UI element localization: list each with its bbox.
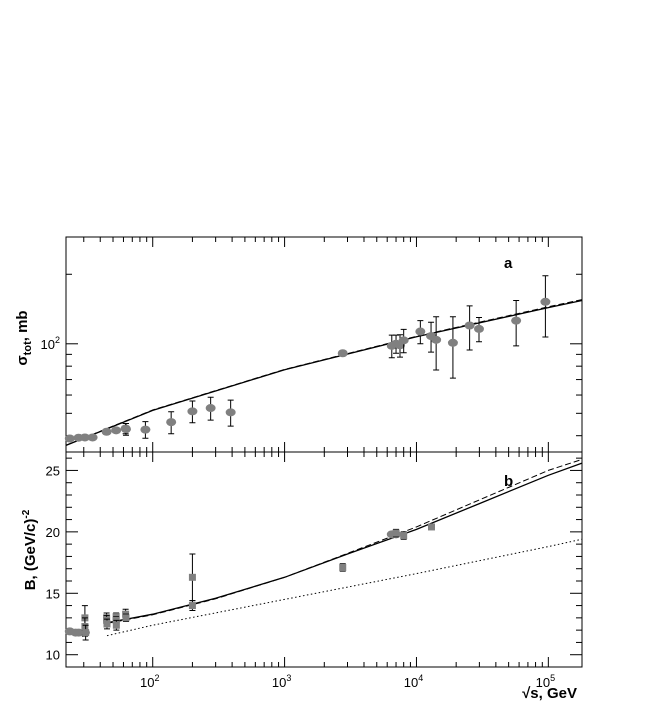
panel-b-slope: 102 103 104 105 10 15 20 25 b B, (GeV/c)-2 √s, …	[21, 451, 583, 702]
y-tick-label: 10	[46, 648, 60, 663]
data-point-circle	[79, 433, 90, 442]
panel-b-ticks: 102 103 104 105 10 15 20 25	[46, 452, 582, 690]
data-point-square	[81, 622, 89, 630]
data-point-circle	[398, 336, 409, 345]
sqrt-symbol: √	[522, 685, 531, 702]
panel-a-ticks: 102	[41, 237, 582, 452]
data-point-circle	[447, 338, 458, 347]
sigma-subscript: tot	[22, 341, 34, 355]
data-point-circle	[337, 349, 348, 358]
data-point-circle	[415, 327, 426, 336]
panel-b-data-points	[64, 523, 435, 641]
data-point-square	[82, 629, 90, 637]
fit-line-solid	[106, 462, 583, 624]
slope-exponent: -2	[21, 509, 32, 518]
data-point-square	[339, 563, 347, 571]
data-point-square	[103, 620, 111, 628]
data-point-circle	[111, 426, 122, 435]
y-tick-label: 15	[46, 586, 60, 601]
y-tick-label: 25	[46, 463, 60, 478]
x-axis-title: √s, GeV	[522, 685, 577, 702]
data-point-circle	[511, 316, 522, 325]
data-point-square	[112, 621, 120, 629]
fit-line-dashed	[106, 458, 583, 624]
x-tick-label: 102	[140, 673, 159, 690]
fit-line-dashed	[65, 299, 583, 446]
fit-line-solid	[65, 299, 583, 447]
sigma-unit: , mb	[14, 310, 31, 341]
panel-a-letter: a	[504, 255, 513, 272]
x-axis-title-text: s, GeV	[530, 685, 577, 702]
slope-label: B, (GeV/c)	[22, 519, 39, 591]
data-point-square	[188, 602, 196, 610]
panel-b-letter: b	[504, 473, 513, 490]
fit-line-dotted	[106, 538, 583, 637]
data-point-square	[392, 529, 400, 537]
error-bar	[542, 275, 549, 338]
y-tick-label: 20	[46, 525, 60, 540]
data-point-circle	[187, 407, 198, 416]
panel-a-data-points	[64, 275, 551, 443]
data-point-circle	[87, 433, 98, 442]
data-point-circle	[140, 425, 151, 434]
data-point-square	[400, 532, 408, 540]
data-point-circle	[101, 427, 112, 436]
data-point-circle	[166, 418, 177, 427]
panel-a-ylabel: σtot, mb	[14, 310, 34, 365]
panel-a-fit-curves	[65, 299, 583, 447]
error-bar	[449, 316, 456, 379]
data-point-circle	[64, 434, 75, 443]
data-point-circle	[540, 297, 551, 306]
data-point-circle	[431, 335, 442, 344]
data-point-circle	[473, 324, 484, 333]
x-tick-label: 105	[536, 673, 555, 690]
data-point-circle	[120, 425, 131, 434]
panel-a-total-cross-section: 102 a σtot, mb	[14, 236, 583, 453]
panel-b-ylabel: B, (GeV/c)-2	[21, 509, 39, 590]
data-point-square	[122, 614, 130, 622]
data-point-square	[188, 573, 196, 581]
y-tick-label: 102	[41, 335, 60, 352]
data-point-circle	[205, 404, 216, 413]
x-tick-label: 104	[404, 673, 423, 690]
data-point-square	[427, 523, 435, 531]
panel-b-fit-curves	[106, 458, 583, 637]
sigma-symbol: σ	[14, 355, 31, 365]
x-tick-label: 103	[272, 673, 291, 690]
data-point-circle	[225, 408, 236, 417]
data-point-circle	[464, 321, 475, 330]
